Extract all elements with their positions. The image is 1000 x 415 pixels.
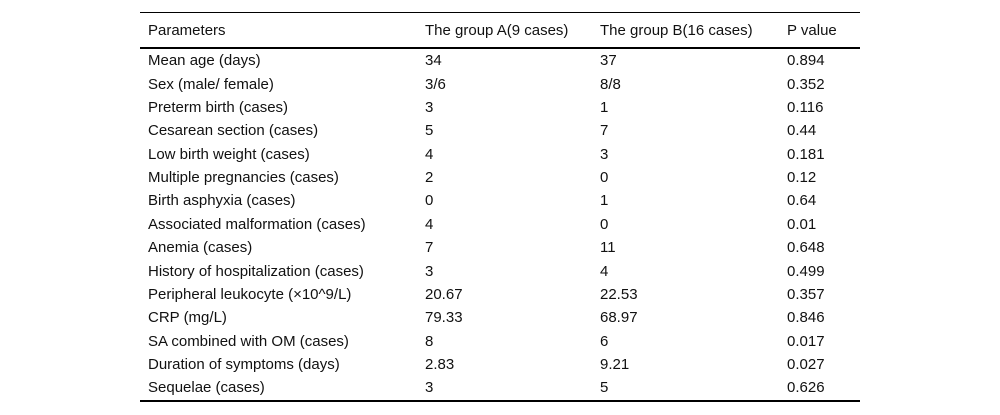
group-a-value-cell: 0 (425, 192, 434, 210)
group-a-value-cell: 20.67 (425, 285, 463, 303)
group-a-value-cell: 34 (425, 52, 442, 70)
group-a-value-cell: 4 (425, 215, 434, 233)
group-a-value-cell: 4 (425, 145, 434, 163)
p-value-cell: 0.846 (787, 309, 825, 327)
table-header: Parameters The group A(9 cases) The grou… (140, 12, 860, 48)
group-a-value-cell: 2.83 (425, 356, 455, 374)
table-row: Anemia (cases) 7 11 0.648 (140, 236, 860, 259)
group-b-value-cell: 1 (600, 192, 609, 210)
p-value-cell: 0.64 (787, 192, 817, 210)
group-b-value-cell: 11 (600, 239, 616, 257)
p-value-cell: 0.12 (787, 169, 817, 187)
parameter-cell: Mean age (days) (148, 52, 261, 70)
parameter-cell: Sex (male/ female) (148, 75, 274, 93)
table-row: Cesarean section (cases) 5 7 0.44 (140, 119, 860, 142)
group-b-value-cell: 9.21 (600, 356, 630, 374)
comparison-table-container: Parameters The group A(9 cases) The grou… (140, 12, 860, 402)
p-value-cell: 0.027 (787, 356, 825, 374)
p-value-cell: 0.894 (787, 52, 825, 70)
table-row: Preterm birth (cases) 3 1 0.116 (140, 96, 860, 119)
p-value-cell: 0.352 (787, 75, 825, 93)
parameter-cell: SA combined with OM (cases) (148, 332, 349, 350)
group-b-value-cell: 0 (600, 169, 609, 187)
p-value-cell: 0.017 (787, 332, 825, 350)
p-value-cell: 0.01 (787, 215, 817, 233)
group-b-value-cell: 5 (600, 379, 609, 397)
parameter-cell: Peripheral leukocyte (×10^9/L) (148, 285, 352, 303)
group-b-value-cell: 8/8 (600, 75, 621, 93)
group-a-value-cell: 5 (425, 122, 434, 140)
group-a-value-cell: 3/6 (425, 75, 446, 93)
table-row: Low birth weight (cases) 4 3 0.181 (140, 143, 860, 166)
parameter-cell: CRP (mg/L) (148, 309, 227, 327)
table-row: Multiple pregnancies (cases) 2 0 0.12 (140, 166, 860, 189)
table-row: Birth asphyxia (cases) 0 1 0.64 (140, 189, 860, 212)
table-row: Associated malformation (cases) 4 0 0.01 (140, 213, 860, 236)
p-value-cell: 0.626 (787, 379, 825, 397)
parameter-cell: Duration of symptoms (days) (148, 356, 340, 374)
group-b-value-cell: 1 (600, 98, 609, 116)
group-b-value-cell: 22.53 (600, 285, 638, 303)
group-b-value-cell: 68.97 (600, 309, 638, 327)
p-value-cell: 0.116 (787, 98, 824, 116)
column-header-p-value: P value (787, 22, 837, 39)
table-row: SA combined with OM (cases) 8 6 0.017 (140, 330, 860, 353)
parameter-cell: Multiple pregnancies (cases) (148, 169, 339, 187)
header-row: Parameters The group A(9 cases) The grou… (140, 12, 860, 48)
table-row: Duration of symptoms (days) 2.83 9.21 0.027 (140, 353, 860, 376)
p-value-cell: 0.357 (787, 285, 825, 303)
group-a-value-cell: 3 (425, 98, 434, 116)
column-header-group-b: The group B(16 cases) (600, 22, 753, 39)
group-b-value-cell: 0 (600, 215, 609, 233)
group-b-value-cell: 3 (600, 145, 609, 163)
parameter-cell: Preterm birth (cases) (148, 98, 289, 116)
table-row: Mean age (days) 34 37 0.894 (140, 48, 860, 72)
group-a-value-cell: 8 (425, 332, 434, 350)
p-value-cell: 0.499 (787, 262, 825, 280)
table-row: Sex (male/ female) 3/6 8/8 0.352 (140, 72, 860, 95)
table-row: History of hospitalization (cases) 3 4 0.49… (140, 259, 860, 282)
parameter-cell: Low birth weight (cases) (148, 145, 310, 163)
parameter-cell: Anemia (cases) (148, 239, 253, 257)
parameter-cell: Associated malformation (cases) (148, 215, 366, 233)
table-row: CRP (mg/L) 79.33 68.97 0.846 (140, 306, 860, 329)
column-header-parameters: Parameters (148, 22, 226, 39)
parameter-cell: Sequelae (cases) (148, 379, 265, 397)
group-a-value-cell: 7 (425, 239, 434, 257)
group-b-value-cell: 7 (600, 122, 609, 140)
table-row: Sequelae (cases) 3 5 0.626 (140, 376, 860, 400)
group-b-value-cell: 6 (600, 332, 609, 350)
table-row: Peripheral leukocyte (×10^9/L) 20.67 22.53… (140, 283, 860, 306)
group-a-value-cell: 3 (425, 379, 434, 397)
parameter-cell: History of hospitalization (cases) (148, 262, 364, 280)
group-a-value-cell: 3 (425, 262, 434, 280)
table-body: Mean age (days) 34 37 0.894 Sex (male/ femal… (140, 48, 860, 401)
p-value-cell: 0.181 (787, 145, 825, 163)
parameter-cell: Birth asphyxia (cases) (148, 192, 296, 210)
p-value-cell: 0.44 (787, 122, 817, 140)
group-b-value-cell: 4 (600, 262, 609, 280)
group-a-value-cell: 79.33 (425, 309, 463, 327)
group-a-value-cell: 2 (425, 169, 434, 187)
column-header-group-a: The group A(9 cases) (425, 22, 569, 39)
comparison-table: Parameters The group A(9 cases) The grou… (140, 12, 860, 402)
parameter-cell: Cesarean section (cases) (148, 122, 319, 140)
group-b-value-cell: 37 (600, 52, 617, 70)
p-value-cell: 0.648 (787, 239, 825, 257)
